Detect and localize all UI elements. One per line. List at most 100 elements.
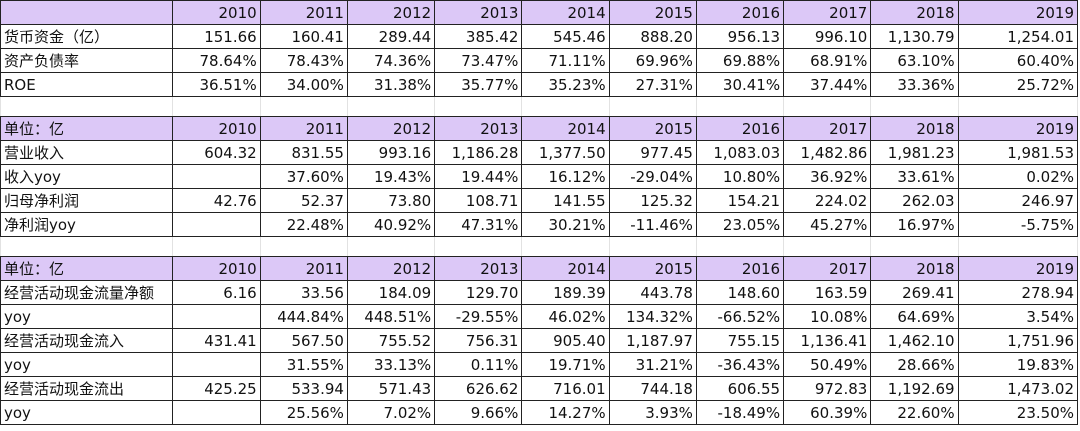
value-cell[interactable]: 1,130.79 <box>870 24 959 49</box>
empty-cell[interactable] <box>957 236 1079 257</box>
value-cell[interactable]: 23.05% <box>695 212 785 237</box>
row-label-cell[interactable]: ROE <box>0 72 174 97</box>
year-header-cell[interactable]: 2010 <box>172 0 261 25</box>
value-cell[interactable]: 184.09 <box>346 280 436 305</box>
value-cell[interactable]: 25.56% <box>259 400 348 425</box>
value-cell[interactable]: 31.38% <box>346 72 436 97</box>
year-header-cell[interactable]: 2010 <box>172 256 261 281</box>
value-cell[interactable]: 744.18 <box>608 376 697 401</box>
value-cell[interactable] <box>172 164 261 189</box>
value-cell[interactable]: 755.15 <box>695 328 785 353</box>
value-cell[interactable]: 448.51% <box>346 304 436 329</box>
value-cell[interactable]: 1,136.41 <box>783 328 872 353</box>
value-cell[interactable]: 567.50 <box>259 328 348 353</box>
value-cell[interactable]: 755.52 <box>346 328 436 353</box>
value-cell[interactable]: 129.70 <box>434 280 523 305</box>
value-cell[interactable]: 64.69% <box>870 304 959 329</box>
value-cell[interactable]: 108.71 <box>434 188 523 213</box>
value-cell[interactable]: 3.54% <box>957 304 1079 329</box>
year-header-cell[interactable]: 2014 <box>521 256 610 281</box>
value-cell[interactable]: 36.51% <box>172 72 261 97</box>
value-cell[interactable]: 626.62 <box>434 376 523 401</box>
value-cell[interactable]: 443.78 <box>608 280 697 305</box>
value-cell[interactable]: 69.96% <box>608 48 697 73</box>
value-cell[interactable]: 224.02 <box>783 188 872 213</box>
value-cell[interactable]: 10.80% <box>695 164 785 189</box>
value-cell[interactable]: 25.72% <box>957 72 1079 97</box>
empty-cell[interactable] <box>521 96 610 117</box>
value-cell[interactable]: 125.32 <box>608 188 697 213</box>
value-cell[interactable]: 189.39 <box>521 280 610 305</box>
value-cell[interactable]: 1,473.02 <box>957 376 1079 401</box>
value-cell[interactable]: 73.80 <box>346 188 436 213</box>
value-cell[interactable]: 22.48% <box>259 212 348 237</box>
value-cell[interactable]: 545.46 <box>521 24 610 49</box>
year-header-cell[interactable]: 2013 <box>434 256 523 281</box>
value-cell[interactable] <box>172 212 261 237</box>
value-cell[interactable]: 78.43% <box>259 48 348 73</box>
empty-cell[interactable] <box>346 236 436 257</box>
value-cell[interactable]: 7.02% <box>346 400 436 425</box>
year-header-cell[interactable]: 2018 <box>870 0 959 25</box>
value-cell[interactable]: 19.43% <box>346 164 436 189</box>
value-cell[interactable]: 289.44 <box>346 24 436 49</box>
value-cell[interactable]: 148.60 <box>695 280 785 305</box>
year-header-cell[interactable]: 2012 <box>346 256 436 281</box>
row-label-cell[interactable]: 归母净利润 <box>0 188 174 213</box>
value-cell[interactable]: 716.01 <box>521 376 610 401</box>
value-cell[interactable]: 141.55 <box>521 188 610 213</box>
empty-cell[interactable] <box>346 96 436 117</box>
value-cell[interactable]: 151.66 <box>172 24 261 49</box>
value-cell[interactable]: 3.93% <box>608 400 697 425</box>
value-cell[interactable]: 831.55 <box>259 140 348 165</box>
year-header-cell[interactable]: 2017 <box>783 256 872 281</box>
value-cell[interactable]: 19.44% <box>434 164 523 189</box>
row-label-cell[interactable]: yoy <box>0 352 174 377</box>
value-cell[interactable]: 33.13% <box>346 352 436 377</box>
empty-cell[interactable] <box>608 96 697 117</box>
value-cell[interactable]: 1,187.97 <box>608 328 697 353</box>
year-header-cell[interactable]: 2010 <box>172 116 261 141</box>
year-header-cell[interactable]: 2014 <box>521 116 610 141</box>
value-cell[interactable]: 385.42 <box>434 24 523 49</box>
empty-cell[interactable] <box>870 236 959 257</box>
value-cell[interactable]: 1,981.23 <box>870 140 959 165</box>
value-cell[interactable]: 163.59 <box>783 280 872 305</box>
empty-cell[interactable] <box>434 236 523 257</box>
value-cell[interactable]: 604.32 <box>172 140 261 165</box>
value-cell[interactable]: 23.50% <box>957 400 1079 425</box>
year-header-cell[interactable]: 2016 <box>695 256 785 281</box>
value-cell[interactable]: 19.71% <box>521 352 610 377</box>
year-header-cell[interactable]: 2011 <box>259 256 348 281</box>
empty-cell[interactable] <box>957 96 1079 117</box>
value-cell[interactable]: 46.02% <box>521 304 610 329</box>
value-cell[interactable] <box>172 304 261 329</box>
year-header-cell[interactable]: 2016 <box>695 0 785 25</box>
value-cell[interactable]: 444.84% <box>259 304 348 329</box>
value-cell[interactable]: 425.25 <box>172 376 261 401</box>
year-header-cell[interactable]: 2013 <box>434 116 523 141</box>
row-label-cell[interactable]: 收入yoy <box>0 164 174 189</box>
row-label-cell[interactable]: 货币资金（亿） <box>0 24 174 49</box>
value-cell[interactable] <box>172 400 261 425</box>
value-cell[interactable]: 30.41% <box>695 72 785 97</box>
value-cell[interactable]: 246.97 <box>957 188 1079 213</box>
year-header-cell[interactable]: 2019 <box>957 256 1079 281</box>
year-header-cell[interactable]: 2014 <box>521 0 610 25</box>
header-label-cell[interactable] <box>0 0 174 25</box>
value-cell[interactable]: 905.40 <box>521 328 610 353</box>
value-cell[interactable]: -11.46% <box>608 212 697 237</box>
value-cell[interactable]: 160.41 <box>259 24 348 49</box>
value-cell[interactable]: 19.83% <box>957 352 1079 377</box>
empty-cell[interactable] <box>172 236 261 257</box>
year-header-cell[interactable]: 2015 <box>608 0 697 25</box>
value-cell[interactable]: -5.75% <box>957 212 1079 237</box>
value-cell[interactable]: 47.31% <box>434 212 523 237</box>
value-cell[interactable]: 37.60% <box>259 164 348 189</box>
empty-cell[interactable] <box>259 96 348 117</box>
value-cell[interactable]: 30.21% <box>521 212 610 237</box>
value-cell[interactable]: 996.10 <box>783 24 872 49</box>
value-cell[interactable]: 60.39% <box>783 400 872 425</box>
value-cell[interactable]: 756.31 <box>434 328 523 353</box>
empty-cell[interactable] <box>783 96 872 117</box>
